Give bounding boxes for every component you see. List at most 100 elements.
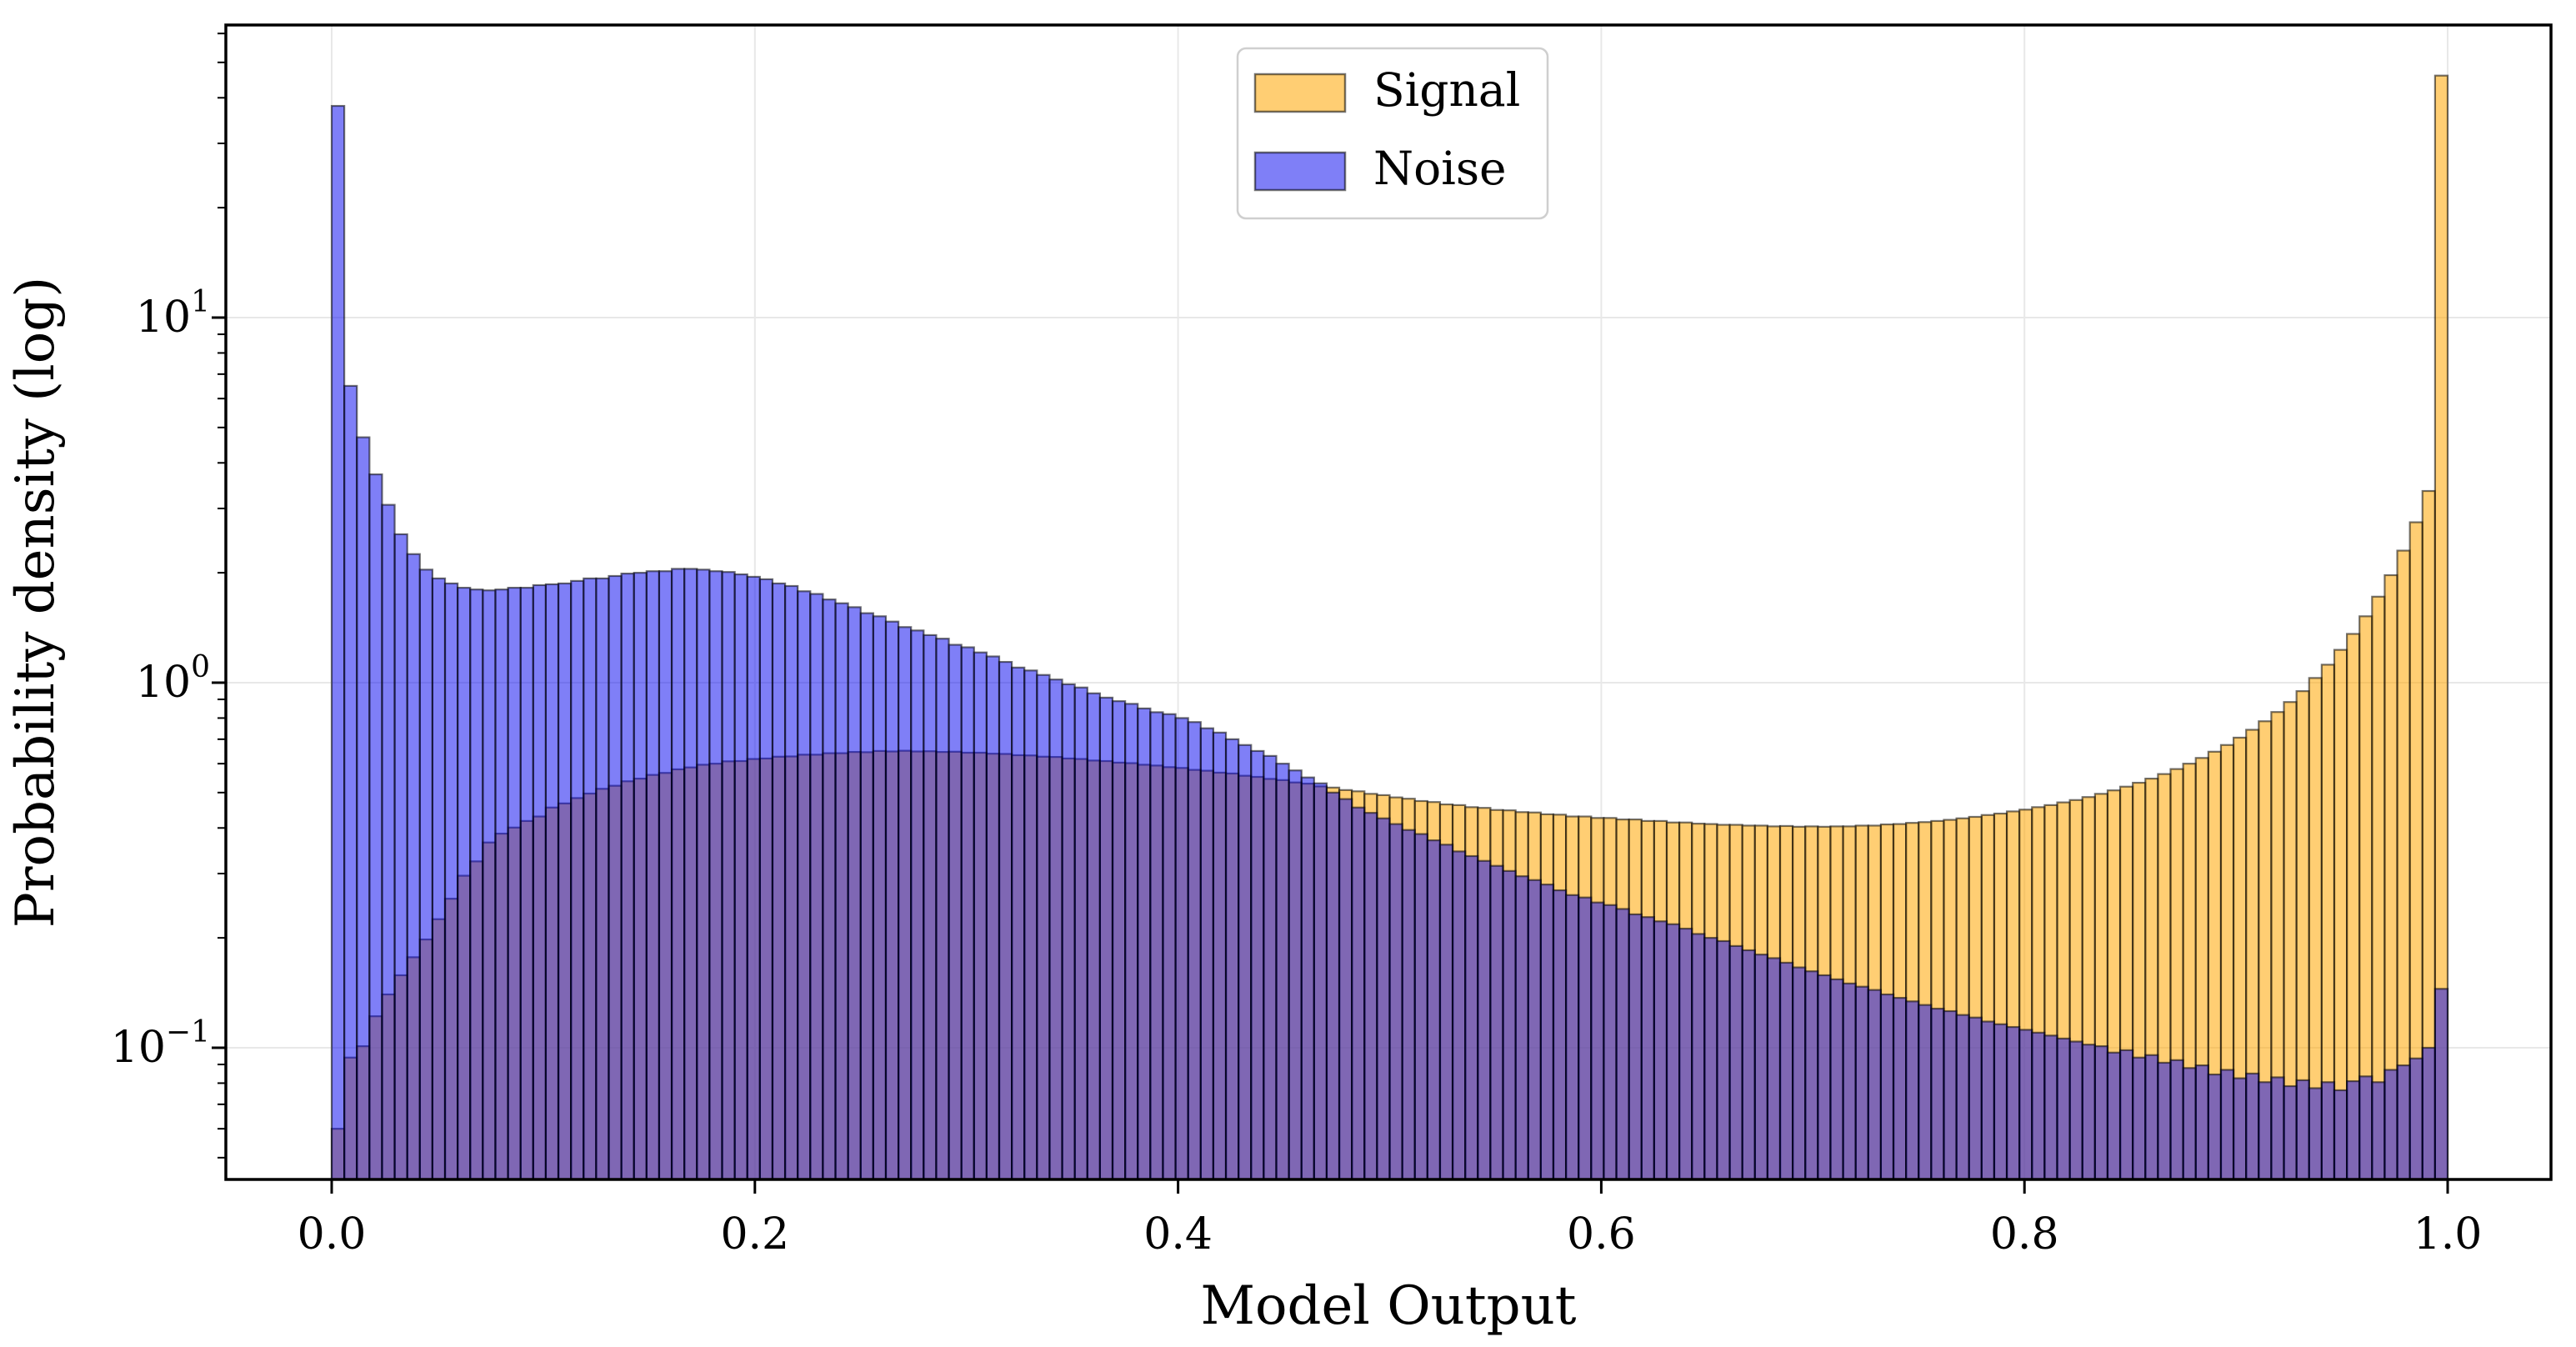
noise-bar bbox=[746, 575, 761, 1181]
noise-bar bbox=[1653, 920, 1668, 1181]
noise-bar bbox=[1691, 933, 1706, 1181]
noise-bar bbox=[1539, 884, 1555, 1181]
noise-bar bbox=[1174, 717, 1189, 1181]
x-tick-label: 0.6 bbox=[1567, 1209, 1636, 1259]
noise-bar bbox=[721, 571, 736, 1181]
x-axis: 0.0 0.2 0.4 0.6 0.8 1.0 bbox=[298, 1179, 2482, 1259]
noise-bar bbox=[1023, 669, 1038, 1181]
noise-bar bbox=[1578, 896, 1593, 1181]
noise-bar bbox=[1137, 707, 1152, 1181]
noise-bar bbox=[494, 588, 509, 1181]
noise-bar bbox=[2081, 1044, 2096, 1181]
noise-bar bbox=[583, 577, 598, 1181]
noise-bar bbox=[1325, 791, 1341, 1181]
noise-bar bbox=[1224, 738, 1240, 1181]
noise-bar bbox=[658, 570, 673, 1181]
noise-bar bbox=[2283, 1084, 2298, 1181]
noise-bar bbox=[1238, 744, 1253, 1181]
noise-bar bbox=[923, 633, 938, 1181]
y-axis: 101 100 10−1 bbox=[111, 33, 226, 1159]
noise-bar bbox=[2245, 1072, 2260, 1181]
noise-bar bbox=[1162, 713, 1177, 1181]
noise-bar bbox=[2118, 1049, 2134, 1181]
noise-bar bbox=[532, 583, 548, 1181]
noise-bar bbox=[1817, 974, 1832, 1181]
noise-bar bbox=[1980, 1020, 1996, 1181]
noise-bar bbox=[733, 573, 748, 1181]
noise-bar bbox=[948, 643, 963, 1181]
noise-bar bbox=[1678, 927, 1693, 1181]
noise-bar bbox=[2308, 1087, 2323, 1181]
noise-bar bbox=[973, 651, 988, 1181]
legend: Signal Noise bbox=[1236, 47, 1549, 220]
noise-bar bbox=[2408, 1057, 2423, 1181]
noise-bar bbox=[2157, 1061, 2172, 1181]
noise-bar bbox=[1703, 937, 1718, 1181]
noise-bar bbox=[1552, 889, 1568, 1181]
noise-bar bbox=[1918, 1004, 1933, 1181]
noise-bar bbox=[2056, 1037, 2071, 1181]
noise-bar bbox=[1564, 894, 1580, 1181]
noise-bar bbox=[1741, 949, 1756, 1181]
noise-bar bbox=[1212, 731, 1228, 1181]
noise-bar bbox=[960, 646, 975, 1181]
noise-bar bbox=[683, 568, 698, 1181]
noise-bar bbox=[1527, 879, 1542, 1181]
y-axis-label: Probability density (log) bbox=[5, 277, 67, 928]
noise-bar bbox=[1011, 666, 1026, 1181]
noise-bar bbox=[343, 384, 358, 1181]
noise-bar bbox=[381, 503, 396, 1181]
noise-bar bbox=[1716, 939, 1731, 1181]
noise-bar bbox=[507, 586, 522, 1181]
noise-bar bbox=[457, 586, 472, 1181]
noise-bar bbox=[1438, 844, 1454, 1181]
noise-bar bbox=[1351, 806, 1366, 1181]
noise-bar bbox=[1879, 993, 1895, 1181]
noise-bar bbox=[633, 572, 648, 1181]
noise-bar bbox=[356, 436, 371, 1181]
noise-bar bbox=[1413, 833, 1428, 1181]
noise-bar bbox=[1829, 978, 1844, 1181]
noise-bar bbox=[2182, 1067, 2197, 1181]
noise-bar bbox=[2333, 1089, 2348, 1181]
noise-bar bbox=[1968, 1016, 1983, 1181]
noise-bar bbox=[1728, 944, 1743, 1181]
noise-bar bbox=[2421, 1046, 2436, 1181]
noise-bar bbox=[1867, 989, 1883, 1181]
noise-bar bbox=[2358, 1075, 2373, 1181]
noise-bar bbox=[2258, 1081, 2273, 1181]
noise-bar bbox=[645, 570, 661, 1181]
noise-bar bbox=[708, 570, 723, 1181]
noise-bar bbox=[482, 589, 497, 1181]
noise-bar bbox=[1489, 864, 1504, 1181]
noise-bar bbox=[847, 606, 862, 1181]
noise-bar bbox=[443, 582, 459, 1181]
noise-bar bbox=[771, 582, 787, 1181]
noise-bar bbox=[2031, 1031, 2046, 1181]
noise-bar bbox=[2207, 1073, 2223, 1181]
noise-bar bbox=[1288, 769, 1303, 1181]
noise-bar bbox=[2106, 1051, 2122, 1181]
noise-bar bbox=[620, 573, 635, 1181]
y-tick-label: 100 bbox=[136, 650, 210, 708]
noise-bar bbox=[1036, 674, 1051, 1181]
noise-bar bbox=[1451, 850, 1467, 1181]
plot-frame bbox=[224, 23, 2553, 1181]
noise-bar bbox=[2371, 1081, 2386, 1181]
noise-bar bbox=[1615, 908, 1630, 1181]
noise-bar bbox=[1376, 817, 1391, 1181]
noise-bar bbox=[1263, 754, 1278, 1181]
noise-bar bbox=[1048, 679, 1063, 1181]
noise-bar bbox=[2433, 988, 2449, 1181]
noise-bar bbox=[608, 574, 623, 1181]
noise-bar bbox=[910, 629, 925, 1181]
noise-bar bbox=[1930, 1007, 1945, 1181]
noise-bar bbox=[1313, 782, 1328, 1181]
noise-bar bbox=[670, 568, 686, 1181]
noise-bar bbox=[2383, 1069, 2398, 1181]
noise-bar bbox=[1905, 1000, 1920, 1181]
noise-bar bbox=[1098, 696, 1114, 1181]
noise-bar bbox=[1603, 904, 1618, 1181]
